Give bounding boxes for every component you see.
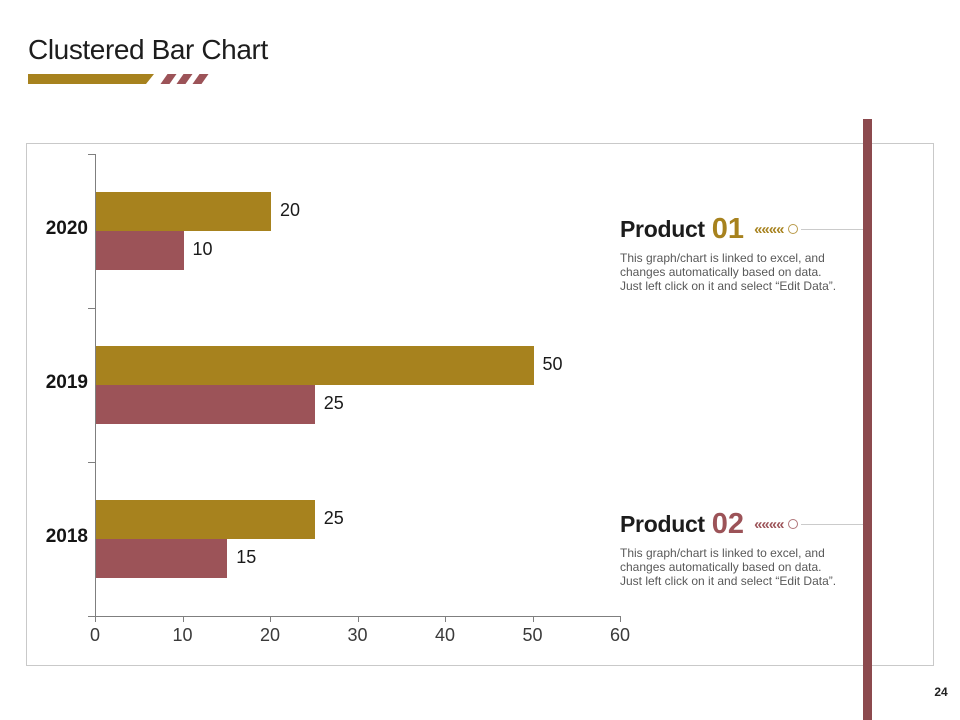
product-description: This graph/chart is linked to excel, and…: [620, 546, 837, 588]
x-axis-tick-label: 40: [434, 625, 456, 645]
x-axis-tick-label: 60: [609, 625, 631, 645]
x-axis-tick-label: 0: [89, 625, 100, 645]
value-label: 10: [192, 239, 213, 259]
value-label: 25: [323, 508, 344, 528]
product-01-title-row: Product 01 ««««: [620, 212, 864, 245]
category-label: 2018: [45, 526, 88, 547]
x-axis-tick: [357, 616, 359, 622]
x-axis-tick: [532, 616, 534, 622]
value-label: 20: [280, 200, 301, 220]
x-axis-tick-label: 30: [347, 625, 368, 645]
bar-product-02-2019[interactable]: [96, 385, 315, 424]
product-description: This graph/chart is linked to excel, and…: [620, 251, 837, 293]
page-title: Clustered Bar Chart: [28, 34, 268, 65]
y-axis-tick: [88, 462, 95, 463]
product-number: 01: [711, 212, 745, 245]
product-label: Product: [620, 510, 705, 537]
x-axis-tick: [270, 616, 271, 622]
chevrons-left-icon: ««««: [754, 515, 784, 533]
value-label: 25: [323, 393, 344, 413]
value-label: 50: [542, 354, 563, 374]
x-axis-tick-label: 20: [259, 625, 281, 645]
connector-line: [801, 523, 864, 525]
value-label: 15: [236, 547, 257, 567]
x-axis-tick-label: 10: [172, 625, 193, 645]
title-underline: [28, 74, 212, 84]
category-label: 2019: [45, 372, 88, 393]
x-axis-tick: [445, 616, 446, 622]
bar-product-02-2018[interactable]: [96, 539, 228, 578]
circle-icon: [788, 224, 799, 234]
vertical-accent-line: [863, 119, 872, 720]
y-axis-tick: [88, 616, 95, 617]
y-axis-tick: [88, 308, 95, 309]
y-axis-line: [95, 154, 96, 616]
x-axis-tick: [95, 616, 96, 622]
bar-product-02-2020[interactable]: [96, 231, 184, 270]
product-label: Product: [620, 215, 705, 242]
category-label: 2020: [45, 218, 88, 239]
connector-line: [801, 228, 864, 230]
chevrons-left-icon: ««««: [754, 220, 784, 238]
x-axis-tick: [182, 616, 184, 622]
bar-product-01-2019[interactable]: [96, 346, 534, 385]
bar-product-01-2020[interactable]: [96, 192, 271, 231]
y-axis-tick: [88, 154, 95, 155]
product-02-title-row: Product 02 ««««: [620, 507, 864, 540]
bar-product-01-2018[interactable]: [96, 500, 315, 539]
product-01-section: Product 01 «««« This graph/chart is link…: [620, 212, 864, 293]
product-number: 02: [711, 507, 745, 540]
underline-gold-bar: [28, 74, 154, 84]
circle-icon: [788, 519, 799, 529]
page-number: 24: [934, 685, 948, 699]
x-axis-tick-label: 50: [522, 625, 543, 645]
product-02-section: Product 02 «««« This graph/chart is link…: [620, 507, 864, 588]
x-axis-tick: [620, 616, 621, 622]
